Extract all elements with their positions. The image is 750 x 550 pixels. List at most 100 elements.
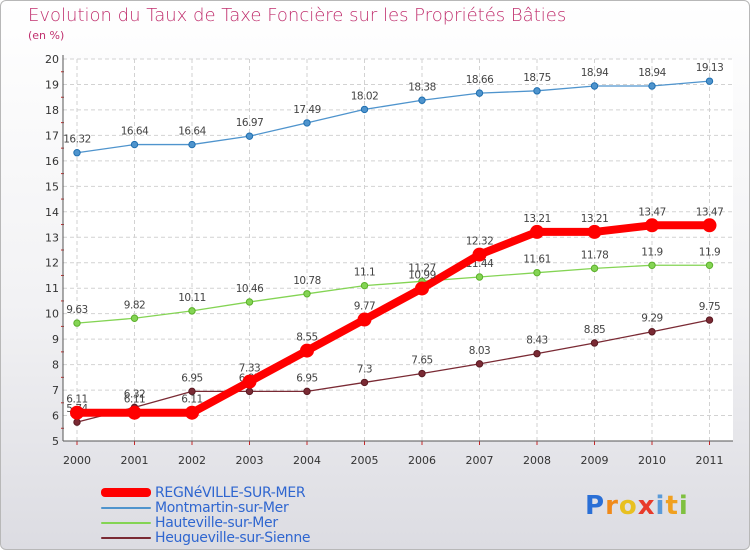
x-tick-label: 2002	[178, 454, 206, 467]
data-label: 18.75	[523, 72, 551, 84]
legend-swatch-montmartin	[101, 506, 151, 509]
data-label: 9.29	[641, 313, 662, 325]
y-tick-label: 20	[45, 53, 59, 66]
series-line	[76, 80, 711, 154]
data-label: 7.3	[357, 363, 372, 375]
x-tick-label: 2007	[466, 454, 494, 467]
legend-item-regneville: REGNéVILLE-SUR-MER	[101, 485, 310, 501]
data-label: 10.78	[293, 275, 321, 287]
legend-swatch-heugueville	[101, 536, 151, 539]
data-label: 8.43	[526, 335, 547, 347]
data-label: 18.94	[581, 67, 609, 79]
data-point	[303, 119, 311, 127]
data-point	[702, 218, 717, 233]
data-label: 6.11	[66, 394, 87, 406]
data-label: 10.46	[236, 283, 264, 295]
data-label: 13.47	[696, 206, 724, 218]
legend: REGNéVILLE-SUR-MER Montmartin-sur-Mer Ha…	[101, 485, 311, 546]
data-point	[130, 140, 139, 149]
x-tick-label: 2004	[293, 454, 321, 467]
y-tick-label: 5	[52, 435, 59, 448]
data-point	[360, 281, 369, 290]
data-point	[533, 87, 541, 95]
data-point	[475, 273, 484, 281]
x-tick-label: 2006	[408, 454, 436, 467]
x-tick-label: 2011	[696, 454, 724, 467]
data-label: 7.33	[239, 363, 260, 375]
data-label: 16.64	[121, 126, 149, 138]
series-line	[76, 319, 711, 423]
data-label: 9.82	[124, 299, 145, 311]
y-tick-label: 11	[45, 282, 59, 295]
data-label: 13.21	[581, 213, 609, 225]
data-label: 9.77	[354, 301, 375, 313]
data-label: 18.94	[638, 67, 666, 79]
data-point	[472, 247, 487, 262]
data-point	[360, 378, 369, 387]
data-point	[73, 418, 81, 426]
legend-item-montmartin: Montmartin-sur-Mer	[101, 499, 310, 516]
y-tick-label: 16	[45, 155, 59, 168]
data-label: 6.95	[296, 372, 317, 384]
data-label: 16.97	[236, 117, 264, 129]
data-point	[418, 369, 426, 378]
plot-area	[63, 59, 733, 441]
data-label: 18.66	[466, 74, 494, 86]
logo-letter: i	[655, 491, 666, 521]
logo-letter: x	[637, 491, 656, 521]
x-tick-label: 2005	[351, 454, 379, 467]
data-point	[705, 77, 714, 85]
data-point	[530, 224, 544, 239]
legend-item-hauteville: Hauteville-sur-Mer	[101, 514, 310, 531]
y-tick-label: 8	[52, 359, 59, 372]
data-label: 13.21	[523, 213, 551, 225]
data-point	[245, 132, 254, 140]
data-point	[705, 316, 714, 324]
data-point	[303, 387, 311, 396]
data-point	[70, 405, 84, 420]
data-label: 16.32	[63, 134, 91, 146]
y-tick-label: 18	[45, 104, 59, 117]
x-tick-label: 2009	[581, 454, 609, 467]
data-label: 12.32	[466, 236, 494, 248]
data-label: 17.49	[293, 104, 321, 116]
data-label: 11.61	[523, 254, 551, 266]
data-label: 6.95	[181, 372, 202, 384]
data-point	[415, 281, 429, 296]
y-tick-label: 7	[52, 384, 59, 397]
data-point	[533, 349, 541, 358]
logo-letter: P	[585, 491, 606, 521]
data-point	[245, 298, 254, 306]
legend-label-montmartin: Montmartin-sur-Mer	[155, 499, 289, 516]
y-tick-label: 10	[45, 308, 59, 321]
legend-label-hauteville: Hauteville-sur-Mer	[155, 514, 278, 531]
data-point	[648, 261, 656, 269]
data-point	[188, 307, 196, 315]
y-tick-label: 9	[52, 333, 59, 346]
data-point	[590, 82, 599, 90]
logo-letter: t	[665, 491, 679, 521]
y-tick-label: 6	[52, 410, 59, 423]
data-label: 9.75	[699, 301, 720, 313]
series-line	[73, 221, 714, 417]
data-label: 9.63	[66, 304, 87, 316]
data-label: 7.65	[411, 355, 432, 367]
x-tick-label: 2000	[63, 454, 91, 467]
data-point	[127, 405, 142, 420]
y-tick-label: 14	[45, 206, 59, 219]
x-tick-label: 2003	[236, 454, 264, 467]
data-point	[360, 105, 369, 114]
data-label: 10.11	[178, 292, 206, 304]
data-point	[357, 312, 372, 327]
data-label: 10.99	[408, 269, 436, 281]
x-tick-label: 2001	[121, 454, 149, 467]
data-point	[242, 374, 257, 389]
data-point	[300, 343, 314, 358]
legend-item-heugueville: Heugueville-sur-Sienne	[101, 530, 311, 546]
data-label: 11.9	[641, 246, 662, 258]
data-point	[188, 387, 196, 396]
data-label: 8.55	[296, 332, 317, 344]
x-tick-label: 2008	[523, 454, 551, 467]
data-label: 6.11	[124, 394, 145, 406]
